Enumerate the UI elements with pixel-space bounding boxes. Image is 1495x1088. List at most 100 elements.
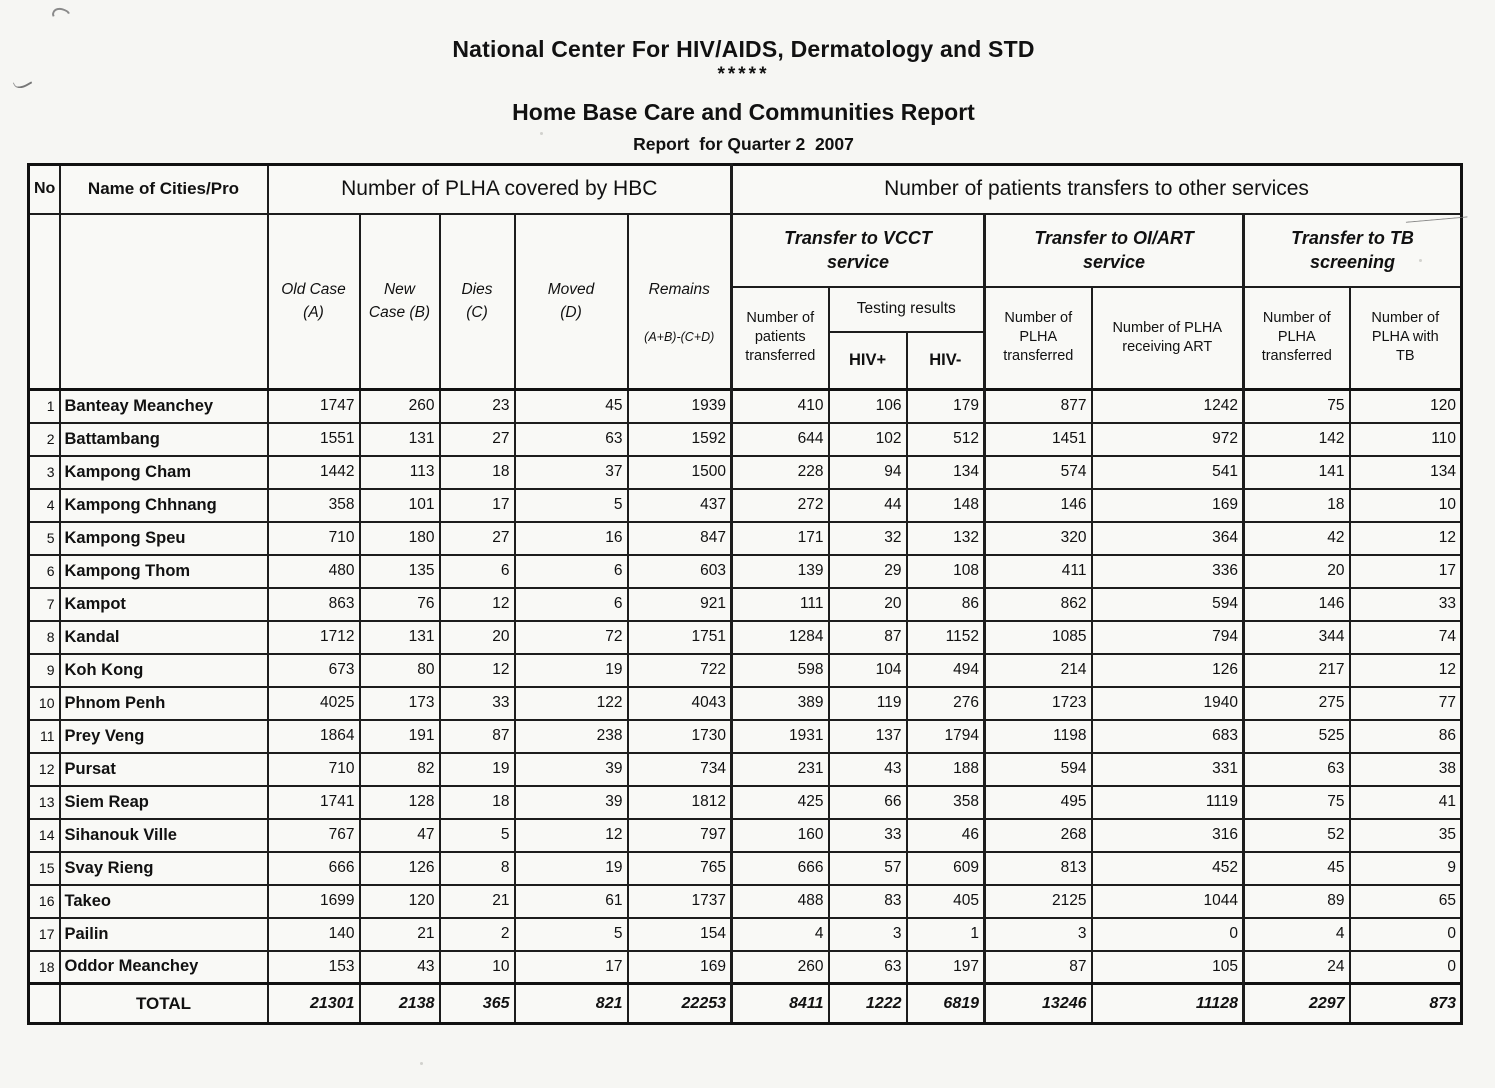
cell-value: 87 <box>983 949 1093 985</box>
cell-value: 1284 <box>730 619 830 655</box>
cell-value: 41 <box>1348 784 1463 820</box>
cell-value: 119 <box>827 685 908 721</box>
cell-value: 3 <box>827 916 908 952</box>
cell-value: 9 <box>1348 850 1463 886</box>
cell-province-name: Banteay Meanchey <box>58 388 269 424</box>
cell-value: 666 <box>730 850 830 886</box>
cell-value: 87 <box>827 619 908 655</box>
cell-province-name: Koh Kong <box>58 652 269 688</box>
cell-value: 525 <box>1242 718 1351 754</box>
cell-province-name: Kandal <box>58 619 269 655</box>
cell-value: 1 <box>905 916 986 952</box>
cell-value: 37 <box>513 454 629 490</box>
cell-value: 1451 <box>983 421 1093 457</box>
cell-value: 142 <box>1242 421 1351 457</box>
cell-value: 1152 <box>905 619 986 655</box>
cell-value: 12 <box>1348 652 1463 688</box>
cell-value: 863 <box>266 586 361 622</box>
cell-value: 231 <box>730 751 830 787</box>
cell-value: 134 <box>905 454 986 490</box>
org-title: National Center For HIV/AIDS, Dermatolog… <box>452 36 1035 62</box>
cell-value: 710 <box>266 520 361 556</box>
cell-value: 19 <box>513 652 629 688</box>
cell-value: 131 <box>358 619 441 655</box>
cell-province-name: Kampong Chhnang <box>58 487 269 523</box>
cell-value: 39 <box>513 784 629 820</box>
cell-value: 1592 <box>626 421 733 457</box>
cell-value: 17 <box>513 949 629 985</box>
cell-province-name: Pailin <box>58 916 269 952</box>
table-row: 1 Banteay Meanchey 1747 260 23 45 1939 410 106 17… <box>27 388 1463 424</box>
cell-total-value: 1222 <box>827 982 908 1025</box>
cell-value: 972 <box>1090 421 1245 457</box>
cell-value: 594 <box>1090 586 1245 622</box>
cell-value: 410 <box>730 388 830 424</box>
cell-value: 87 <box>438 718 516 754</box>
cell-value: 12 <box>513 817 629 853</box>
cell-row-number: 9 <box>27 652 61 688</box>
cell-value: 710 <box>266 751 361 787</box>
cell-value: 276 <box>905 685 986 721</box>
cell-value: 146 <box>1242 586 1351 622</box>
cell-value: 128 <box>358 784 441 820</box>
cell-value: 1712 <box>266 619 361 655</box>
cell-province-name: Kampot <box>58 586 269 622</box>
cell-value: 5 <box>513 487 629 523</box>
cell-value: 12 <box>438 586 516 622</box>
cell-row-number: 16 <box>27 883 61 919</box>
cell-total-value: 2297 <box>1242 982 1351 1025</box>
cell-value: 0 <box>1090 916 1245 952</box>
report-titles: National Center For HIV/AIDS, Dermatolog… <box>27 36 1460 154</box>
cell-value: 4 <box>1242 916 1351 952</box>
cell-value: 1737 <box>626 883 733 919</box>
cell-value: 105 <box>1090 949 1245 985</box>
cell-value: 10 <box>438 949 516 985</box>
cell-value: 765 <box>626 850 733 886</box>
cell-value: 1044 <box>1090 883 1245 919</box>
cell-total-spacer <box>27 982 61 1025</box>
header-hiv-positive: HIV+ <box>827 330 908 391</box>
header-new-case: New Case (B) <box>358 212 441 391</box>
cell-value: 0 <box>1348 949 1463 985</box>
cell-value: 480 <box>266 553 361 589</box>
cell-value: 488 <box>730 883 830 919</box>
cell-value: 683 <box>1090 718 1245 754</box>
cell-row-number: 2 <box>27 421 61 457</box>
cell-total-value: 21301 <box>266 982 361 1025</box>
cell-value: 101 <box>358 487 441 523</box>
cell-value: 63 <box>1242 751 1351 787</box>
cell-value: 52 <box>1242 817 1351 853</box>
cell-value: 27 <box>438 421 516 457</box>
cell-row-number: 10 <box>27 685 61 721</box>
cell-value: 5 <box>513 916 629 952</box>
cell-value: 767 <box>266 817 361 853</box>
cell-value: 666 <box>266 850 361 886</box>
cell-value: 76 <box>358 586 441 622</box>
header-old-case: Old Case (A) <box>266 212 361 391</box>
cell-value: 1864 <box>266 718 361 754</box>
cell-value: 336 <box>1090 553 1245 589</box>
cell-value: 1242 <box>1090 388 1245 424</box>
cell-value: 120 <box>1348 388 1463 424</box>
cell-value: 1085 <box>983 619 1093 655</box>
cell-value: 16 <box>513 520 629 556</box>
header-vcct-transferred: Number of patients transferred <box>730 285 830 391</box>
table-row: 13 Siem Reap 1741 128 18 39 1812 425 66 358 495 111… <box>27 784 1463 820</box>
cell-value: 169 <box>626 949 733 985</box>
cell-value: 1723 <box>983 685 1093 721</box>
table-row: 14 Sihanouk Ville 767 47 5 12 797 160 33 46 268 316… <box>27 817 1463 853</box>
stars-divider: ***** <box>717 64 770 86</box>
cell-value: 541 <box>1090 454 1245 490</box>
cell-value: 921 <box>626 586 733 622</box>
cell-value: 42 <box>1242 520 1351 556</box>
cell-value: 4043 <box>626 685 733 721</box>
cell-value: 111 <box>730 586 830 622</box>
cell-value: 18 <box>438 454 516 490</box>
cell-value: 4 <box>730 916 830 952</box>
cell-value: 214 <box>983 652 1093 688</box>
cell-province-name: Pursat <box>58 751 269 787</box>
cell-province-name: Kampong Speu <box>58 520 269 556</box>
cell-province-name: Phnom Penh <box>58 685 269 721</box>
cell-value: 238 <box>513 718 629 754</box>
cell-total-value: 873 <box>1348 982 1463 1025</box>
